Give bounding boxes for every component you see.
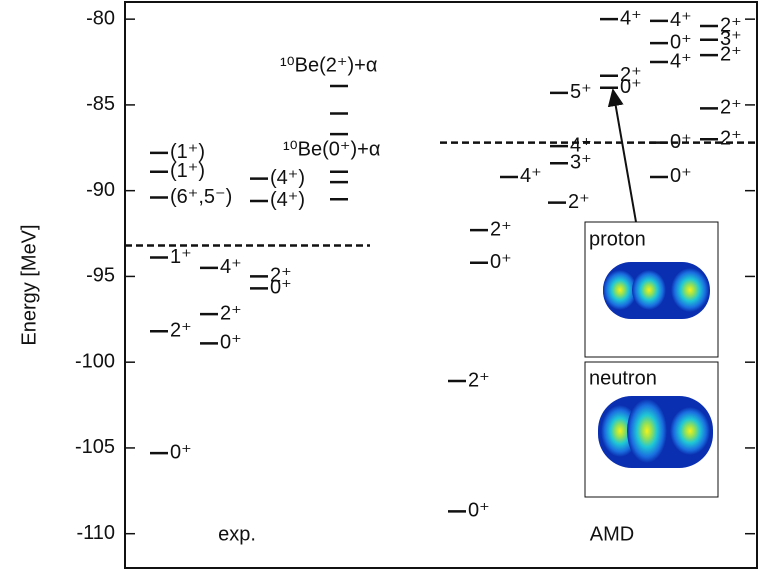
level-label: 2⁺ (620, 64, 642, 86)
level-label: 2⁺ (720, 127, 742, 149)
level-label: 0⁺ (270, 277, 292, 299)
inset-neutron: neutron (584, 361, 719, 498)
density-peak (603, 270, 637, 310)
inset-label: neutron (589, 367, 657, 389)
density-peak (671, 268, 709, 312)
level-label: 0⁺ (620, 76, 642, 98)
plot-frame (124, 1, 758, 569)
level-label: 2⁺ (720, 97, 742, 119)
level-label: (1⁺) (170, 160, 205, 182)
level-label: (4⁺) (270, 189, 305, 211)
density-peak (670, 407, 710, 455)
level-label: 1⁺ (170, 246, 192, 268)
level-label: (1⁺) (170, 141, 205, 163)
level-label: 0⁺ (670, 165, 692, 187)
level-label: 5⁺ (570, 81, 592, 103)
inset-proton: proton (584, 221, 719, 358)
level-label: 2⁺ (720, 43, 742, 65)
level-label: 3⁺ (570, 152, 592, 174)
level-label: 4⁺ (220, 256, 242, 278)
y-tick-label: -90 (86, 179, 115, 201)
annotation: ¹⁰Be(2⁺)+α (280, 54, 377, 76)
density-peak (632, 270, 666, 310)
density-peak (627, 399, 667, 463)
y-tick-label: -80 (86, 7, 115, 29)
level-label: 4⁺ (670, 50, 692, 72)
y-tick-label: -100 (75, 350, 115, 372)
y-tick-label: -105 (75, 436, 115, 458)
level-label: 4⁺ (570, 134, 592, 156)
column-label: exp. (218, 523, 256, 545)
annotation: ¹⁰Be(0⁺)+α (283, 138, 380, 160)
level-label: (4⁺) (270, 167, 305, 189)
level-label: 2⁺ (270, 265, 292, 287)
level-label: 3⁺ (720, 28, 742, 50)
level-label: 2⁺ (490, 218, 512, 240)
level-label: 2⁺ (568, 191, 590, 213)
level-label: 0⁺ (220, 332, 242, 354)
y-tick-label: -95 (86, 265, 115, 287)
level-label: 2⁺ (220, 302, 242, 324)
level-label: 0⁺ (170, 441, 192, 463)
level-label: (6⁺,5⁻) (170, 186, 232, 208)
level-label: 0⁺ (670, 131, 692, 153)
y-axis-label: Energy [MeV] (18, 224, 40, 345)
level-label: 4⁺ (670, 9, 692, 31)
level-label: 2⁺ (720, 14, 742, 36)
level-label: 4⁺ (520, 165, 542, 187)
level-label: 0⁺ (468, 500, 490, 522)
column-label: AMD (590, 523, 634, 545)
inset-label: proton (589, 228, 646, 250)
level-label: 0⁺ (490, 251, 512, 273)
level-label: 2⁺ (468, 369, 490, 391)
level-label: 0⁺ (670, 31, 692, 53)
y-tick-label: -110 (76, 522, 115, 544)
level-label: 4⁺ (620, 7, 642, 29)
arrow (607, 88, 637, 223)
y-tick-label: -85 (86, 93, 115, 115)
level-label: 2⁺ (170, 320, 192, 342)
